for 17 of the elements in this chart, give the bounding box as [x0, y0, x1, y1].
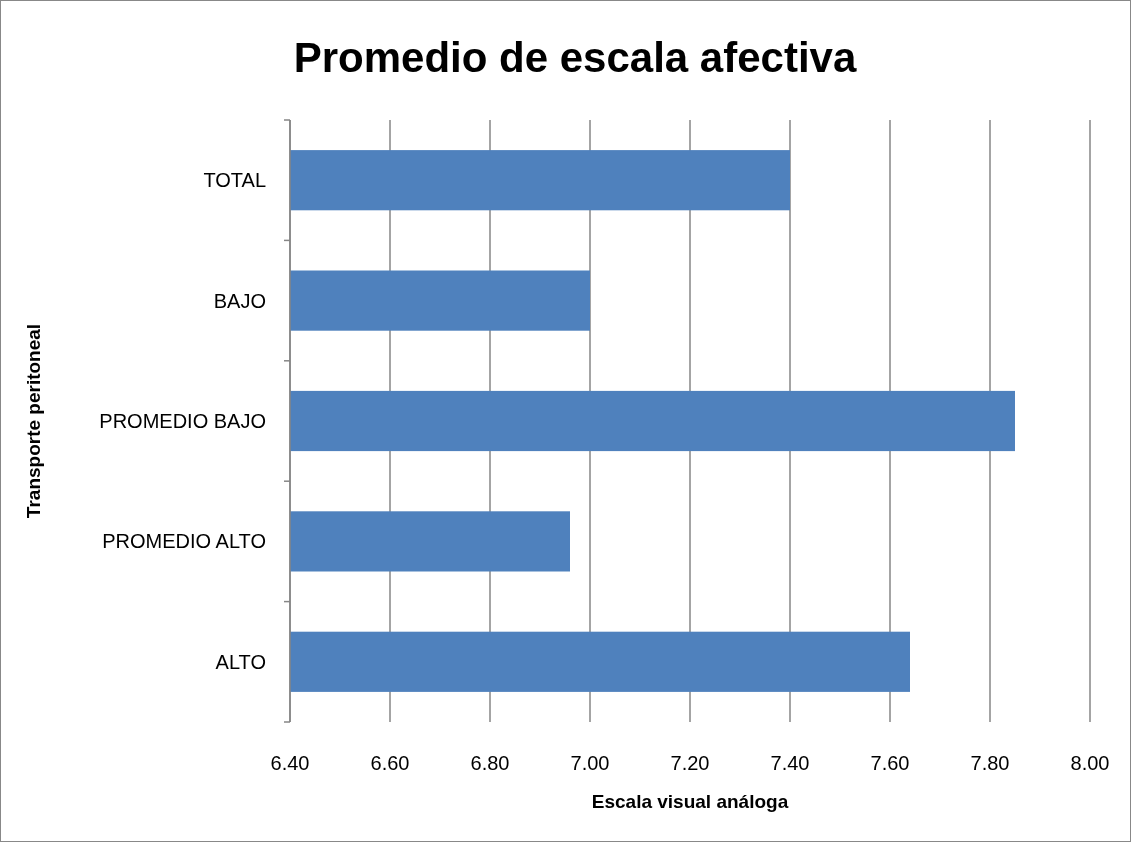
- x-tick-label: 7.00: [570, 752, 610, 774]
- y-tick-label: BAJO: [213, 289, 266, 312]
- x-tick-label: 7.20: [670, 752, 710, 774]
- y-tick-label: PROMEDIO BAJO: [99, 410, 266, 432]
- x-tick-label: 6.80: [470, 752, 510, 774]
- x-tick-label: 6.60: [370, 752, 410, 774]
- y-tick-label: ALTO: [215, 650, 266, 673]
- y-axis-title: Transporte peritoneal: [23, 323, 44, 519]
- x-tick-label: 7.60: [870, 752, 910, 774]
- y-tick-label: PROMEDIO ALTO: [102, 530, 266, 553]
- x-tick-label: 7.80: [970, 752, 1010, 774]
- x-tick-label: 6.40: [270, 752, 310, 774]
- x-tick-label: 8.00: [1070, 752, 1110, 774]
- y-tick-label: TOTAL: [203, 169, 266, 192]
- x-tick-label: 7.40: [770, 752, 810, 774]
- x-axis-title: Escala visual análoga: [591, 791, 789, 812]
- chart-title: Promedio de escala afectiva: [293, 34, 857, 81]
